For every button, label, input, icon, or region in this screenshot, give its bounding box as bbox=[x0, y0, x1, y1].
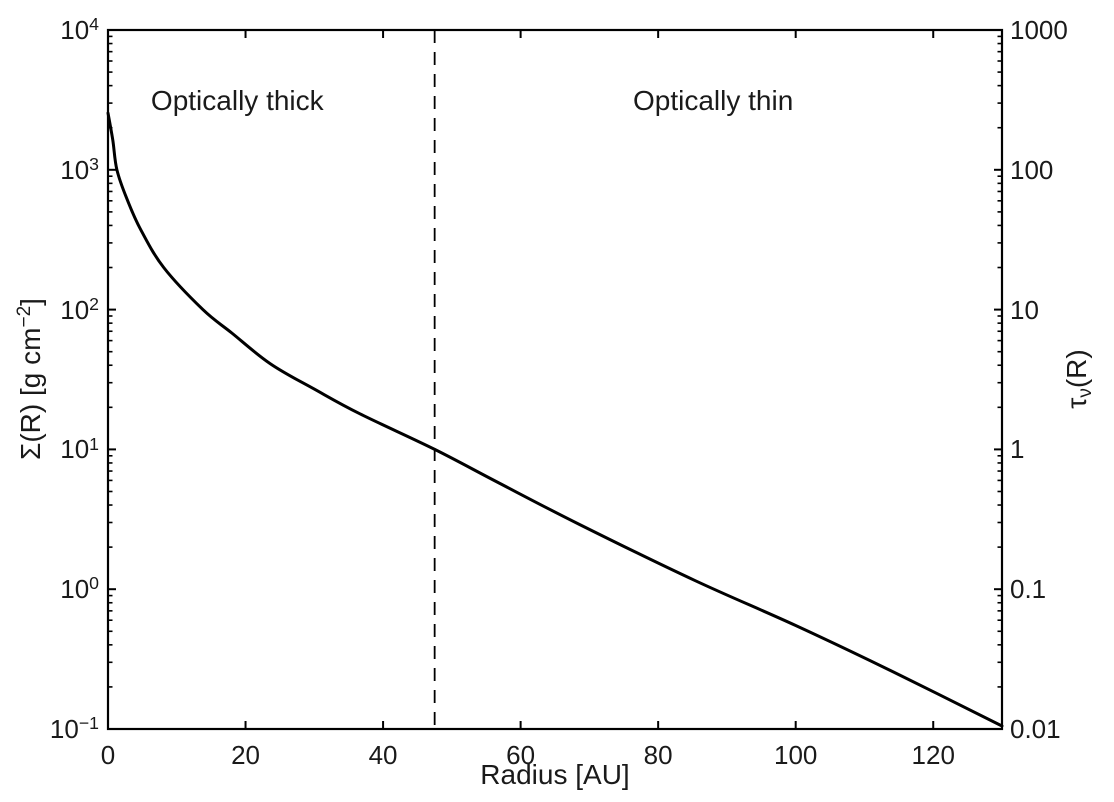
y-right-tick-label-4: 0.1 bbox=[1010, 574, 1047, 605]
x-tick-label-60: 60 bbox=[506, 740, 536, 770]
x-tick-label-0: 0 bbox=[100, 740, 116, 770]
x-tick-label-100: 100 bbox=[773, 740, 818, 770]
y-left-tick-label-1: 103 bbox=[60, 153, 99, 185]
axes-box bbox=[106, 28, 1004, 731]
y-axis-label-left: Σ(R) [g cm−2] bbox=[14, 298, 46, 460]
y-left-tick-label-3: 101 bbox=[60, 433, 99, 465]
annotation-optically-thick: Optically thick bbox=[150, 85, 324, 117]
y-left-tick-label-0: 104 bbox=[60, 14, 99, 45]
x-tick-label-20: 20 bbox=[231, 740, 260, 770]
x-tick-label-40: 40 bbox=[368, 740, 398, 770]
y-left-tick-label-5: 10−1 bbox=[49, 713, 99, 744]
y-right-tick-label-5: 0.01 bbox=[1010, 714, 1061, 744]
y-right-tick-label-2: 10 bbox=[1010, 294, 1039, 325]
sigma-curve bbox=[106, 111, 1004, 728]
y-right-tick-label-1: 100 bbox=[1010, 154, 1054, 185]
y-left-tick-label-4: 100 bbox=[60, 573, 99, 605]
y-right-tick-label-0: 1000 bbox=[1010, 15, 1068, 45]
y-axis-label-right: τν(R) bbox=[1061, 349, 1097, 409]
y-left-tick-label-2: 102 bbox=[60, 293, 99, 325]
y-right-tick-label-3: 1 bbox=[1010, 434, 1025, 465]
x-axis-label: Radius [AU] bbox=[480, 759, 630, 790]
x-tick-label-80: 80 bbox=[643, 740, 673, 770]
x-tick-label-120: 120 bbox=[911, 740, 955, 770]
annotation-optically-thin: Optically thin bbox=[633, 85, 794, 117]
